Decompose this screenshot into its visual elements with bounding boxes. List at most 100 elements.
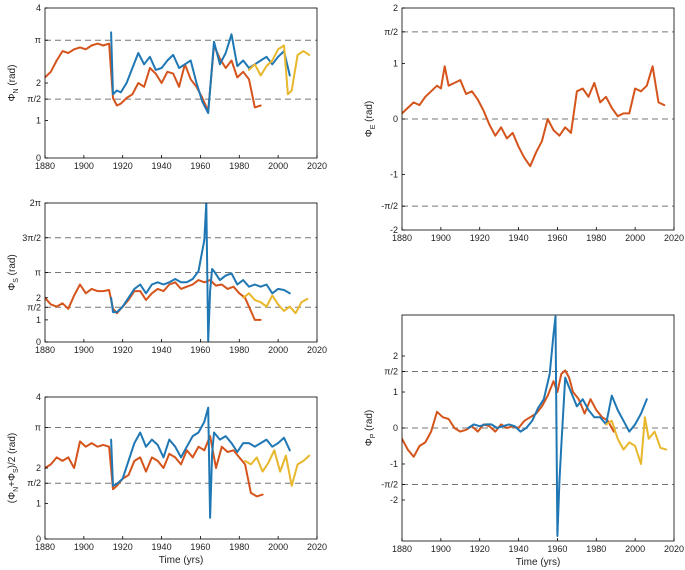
- series-orange-line: [402, 65, 666, 168]
- panel-phiN: 1880 1900 1920 1940 1960 1980 2000 2020 0 1 π/2 2 π 4…: [7, 3, 327, 171]
- x-tick-label: 1900: [74, 345, 94, 355]
- x-axis-label: Time (yrs): [159, 555, 204, 566]
- y-tick-label: -1: [390, 459, 398, 469]
- y-tick-label: 4: [36, 392, 41, 402]
- x-tick-label: 1980: [229, 345, 249, 355]
- y-tick-label: 2: [393, 3, 398, 13]
- y-tick-label: π/2: [27, 94, 41, 104]
- y-label-part: Φ: [364, 129, 375, 137]
- x-tick-label: 1960: [547, 544, 567, 554]
- x-tick-label: 1980: [229, 542, 249, 552]
- y-label-part: Φ: [7, 93, 18, 101]
- y-tick-label: 2: [36, 293, 41, 303]
- x-tick-label: 1940: [509, 544, 529, 554]
- x-tick-label: 2000: [268, 345, 288, 355]
- y-tick-label: 3π/2: [22, 233, 41, 243]
- x-tick-label: 1880: [392, 544, 412, 554]
- y-axis-label: ΦE (rad): [364, 101, 377, 138]
- panel-phiE: 1880 1900 1920 1940 1960 1980 2000 2020 -2 -π/2 -1…: [364, 3, 684, 243]
- y-label-subscript: S: [13, 278, 20, 283]
- y-tick-label: 2: [36, 78, 41, 88]
- x-tick-label: 2000: [268, 542, 288, 552]
- x-tick-label: 1900: [431, 544, 451, 554]
- x-tick-label: 1980: [586, 233, 606, 243]
- x-tick-label: 2000: [268, 161, 288, 171]
- y-tick-label: 1: [36, 116, 41, 126]
- y-tick-label: 2π: [30, 198, 41, 208]
- y-axis-label: ΦS (rad): [7, 254, 20, 291]
- y-tick-label: 1: [393, 59, 398, 69]
- y-tick-label: -2: [390, 225, 398, 235]
- x-tick-label: 1960: [190, 345, 210, 355]
- series-yellow-line: [244, 449, 311, 487]
- y-tick-label: π/2: [384, 366, 398, 376]
- x-tick-label: 1880: [35, 161, 55, 171]
- y-label-part: Φ: [7, 283, 18, 291]
- series-blue-line: [467, 315, 648, 537]
- y-label-part: (rad): [364, 410, 375, 434]
- x-tick-label: 1960: [547, 233, 567, 243]
- x-tick-label: 1920: [470, 233, 490, 243]
- series-yellow-line: [248, 44, 311, 96]
- x-tick-label: 2020: [307, 345, 327, 355]
- y-tick-label: π/2: [27, 478, 41, 488]
- x-tick-label: 1960: [190, 161, 210, 171]
- series-orange-line: [45, 42, 262, 113]
- y-label-part: Φ: [364, 438, 375, 446]
- series-blue-line: [110, 406, 291, 519]
- y-label-part: (Φ: [7, 492, 18, 503]
- panel-phiP: 1880 1900 1920 1940 1960 1980 2000 2020 -2 -π/2 -1…: [364, 314, 684, 568]
- x-tick-label: 1920: [113, 345, 133, 355]
- x-tick-label: 1940: [152, 542, 172, 552]
- x-tick-label: 1880: [392, 233, 412, 243]
- y-axis-label: ΦP (rad): [364, 410, 377, 447]
- y-label-part: (rad): [7, 65, 18, 89]
- y-axis-label: (ΦN+ΦS)/2 (rad): [7, 433, 20, 503]
- y-tick-label: -2: [390, 495, 398, 505]
- x-tick-label: 1940: [152, 345, 172, 355]
- x-tick-label: 2020: [664, 233, 684, 243]
- y-label-part: (rad): [364, 101, 375, 125]
- x-tick-label: 2020: [307, 161, 327, 171]
- y-label-subscript: N: [13, 88, 20, 93]
- x-tick-label: 1980: [586, 544, 606, 554]
- series-blue-line: [110, 203, 291, 342]
- x-tick-label: 1880: [35, 345, 55, 355]
- x-tick-label: 2000: [625, 233, 645, 243]
- y-tick-label: 0: [393, 114, 398, 124]
- y-tick-label: 0: [36, 337, 41, 347]
- y-tick-label: -π/2: [381, 201, 398, 211]
- y-label-subscript: N: [13, 487, 20, 492]
- y-label-part: )/2 (rad): [7, 433, 18, 469]
- x-tick-label: 2020: [664, 544, 684, 554]
- series-yellow-line: [242, 292, 309, 315]
- x-tick-label: 1940: [509, 233, 529, 243]
- x-tick-label: 1940: [152, 161, 172, 171]
- series-orange-line: [45, 279, 262, 321]
- series-yellow-line: [605, 416, 668, 465]
- y-tick-label: 4: [36, 3, 41, 13]
- panel-phiNS: 1880 1900 1920 1940 1960 1980 2000 2020 0 1 π/2 2 π 4…: [7, 392, 327, 566]
- y-tick-label: 1: [393, 387, 398, 397]
- y-tick-label: π: [35, 268, 41, 278]
- y-label-subscript: E: [370, 124, 377, 129]
- x-tick-label: 1900: [74, 161, 94, 171]
- y-tick-label: 0: [36, 534, 41, 544]
- series-orange-line: [402, 369, 615, 458]
- x-tick-label: 1920: [113, 161, 133, 171]
- x-tick-label: 1980: [229, 161, 249, 171]
- y-tick-label: -π/2: [381, 480, 398, 490]
- y-label-part: (rad): [7, 254, 18, 278]
- y-tick-label: 2: [36, 463, 41, 473]
- y-tick-label: 2: [393, 351, 398, 361]
- y-label-subscript: P: [370, 433, 377, 438]
- y-tick-label: 0: [36, 153, 41, 163]
- x-tick-label: 1960: [190, 542, 210, 552]
- panel-phiS: 1880 1900 1920 1940 1960 1980 2000 202001π/22π3…: [7, 198, 327, 355]
- y-tick-label: π: [35, 35, 41, 45]
- y-label-subscript: S: [13, 468, 20, 473]
- axes-box: [44, 396, 318, 540]
- x-tick-label: 1920: [113, 542, 133, 552]
- x-tick-label: 2020: [307, 542, 327, 552]
